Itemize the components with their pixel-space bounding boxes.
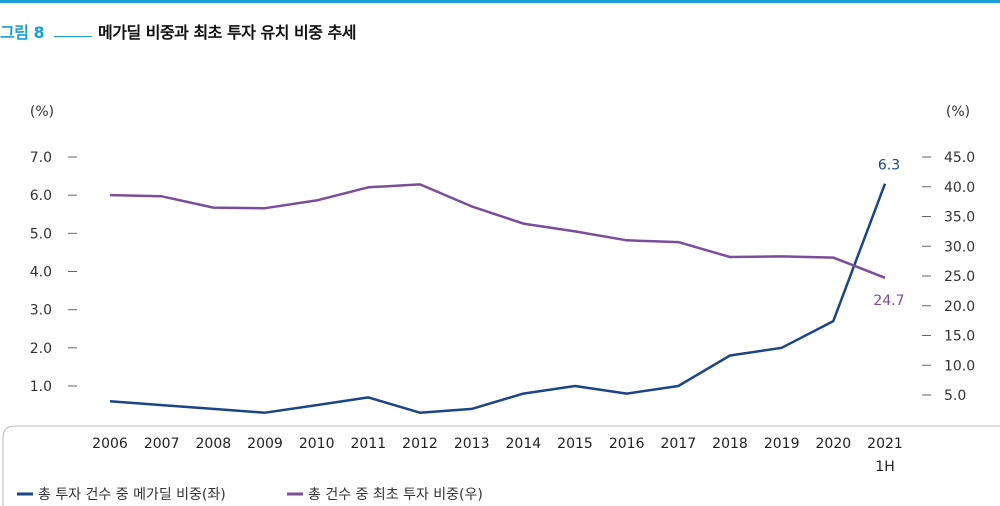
right-tick-label: 5.0 [944, 388, 966, 404]
x-tick-sublabel: 1H [875, 459, 894, 475]
x-tick-label: 2011 [351, 436, 387, 452]
x-tick-label: 2013 [454, 436, 490, 452]
chart-frame [2, 425, 1000, 506]
figure-label: 그림 8 [0, 23, 45, 42]
legend-label-2: 총 건수 중 최초 투자 비중(우) [308, 487, 483, 503]
left-tick-label: 7.0 [30, 150, 52, 166]
left-tick-label: 3.0 [30, 303, 52, 319]
left-tick-label: 5.0 [30, 226, 52, 242]
right-tick-label: 20.0 [944, 299, 975, 315]
right-tick-label: 25.0 [944, 269, 975, 285]
right-axis-unit: (%) [946, 104, 970, 120]
x-tick-label: 2019 [764, 436, 800, 452]
right-tick-label: 10.0 [944, 358, 975, 374]
x-tick-label: 2014 [506, 436, 542, 452]
x-tick-label: 2007 [144, 436, 180, 452]
left-tick-label: 1.0 [30, 379, 52, 395]
left-axis-unit: (%) [30, 104, 54, 120]
series-line-1 [109, 183, 887, 414]
right-tick-label: 40.0 [944, 180, 975, 196]
x-tick-label: 2016 [609, 436, 645, 452]
x-tick-label: 2018 [712, 436, 748, 452]
x-tick-label: 2012 [402, 436, 438, 452]
right-tick-label: 15.0 [944, 329, 975, 345]
left-tick-label: 2.0 [30, 341, 52, 357]
series-layer: 6.3 24.7 [109, 158, 905, 414]
legend: 총 투자 건수 중 메가딜 비중(좌) 총 건수 중 최초 투자 비중(우) [17, 487, 483, 503]
series-end-label-1: 6.3 [878, 158, 900, 174]
figure-label-rule [54, 36, 92, 37]
left-axis-ticks: 7.0 6.0 5.0 4.0 3.0 2.0 1.0 [30, 150, 77, 395]
x-tick-label: 2021 [867, 436, 903, 452]
legend-label-1: 총 투자 건수 중 메가딜 비중(좌) [38, 487, 226, 503]
right-axis-ticks: 45.0 40.0 35.0 30.0 25.0 20.0 15.0 10.0 5.0 [922, 150, 975, 404]
x-tick-label: 2010 [299, 436, 335, 452]
figure-title: 메가딜 비중과 최초 투자 유치 비중 추세 [98, 23, 356, 42]
x-tick-label: 2009 [247, 436, 283, 452]
x-tick-label: 2017 [661, 436, 697, 452]
x-tick-label: 2006 [92, 436, 128, 452]
x-tick-label: 2015 [557, 436, 593, 452]
top-accent-bar [0, 0, 1000, 3]
right-tick-label: 45.0 [944, 150, 975, 166]
x-axis-ticks: 2006 2007 2008 2009 2010 2011 2012 2013 2014 2015… [92, 436, 903, 475]
x-tick-label: 2020 [816, 436, 852, 452]
left-tick-label: 4.0 [30, 265, 52, 281]
x-tick-label: 2008 [196, 436, 232, 452]
series-end-label-2: 24.7 [873, 293, 904, 309]
series-line-2 [109, 183, 886, 279]
right-tick-label: 30.0 [944, 239, 975, 255]
right-tick-label: 35.0 [944, 210, 975, 226]
left-tick-label: 6.0 [30, 188, 52, 204]
